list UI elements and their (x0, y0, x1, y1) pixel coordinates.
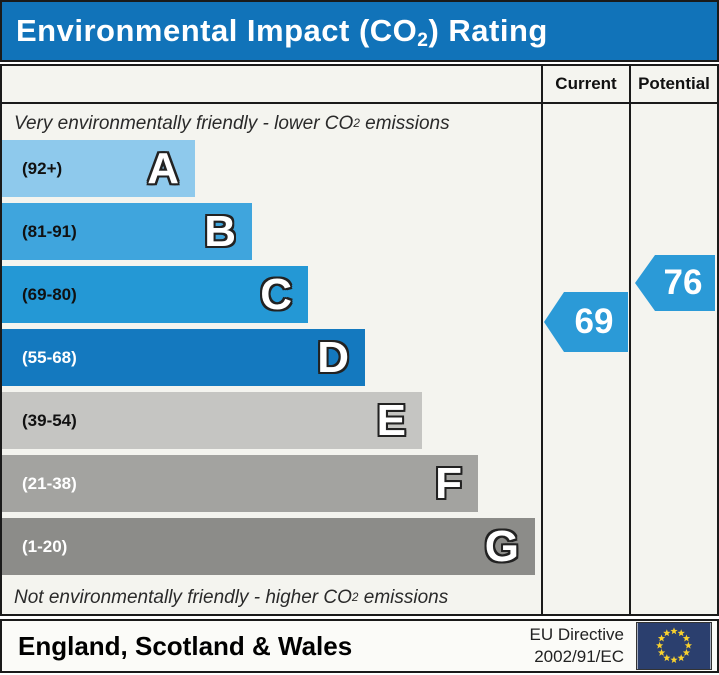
band-letter: E (376, 396, 406, 445)
band-letter: F (435, 459, 462, 508)
band-row-b: (81-91) B (2, 203, 541, 260)
band-row-g: (1-20) G (2, 518, 541, 575)
column-divider (629, 66, 631, 614)
chart-body: Very environmentally friendly - lower CO… (2, 104, 541, 614)
band-letter: C (260, 270, 292, 319)
band-bar-f: (21-38) F (2, 455, 478, 512)
current-rating-marker: 69 (544, 292, 628, 352)
footer: England, Scotland & Wales EU Directive 2… (0, 619, 719, 673)
current-column-body: 69 (543, 104, 629, 614)
eu-flag-icon (636, 622, 712, 670)
bottom-scale-note: Not environmentally friendly - higher CO… (14, 586, 449, 608)
bands-container: (92+) A (81-91) B (69-80) C (55-68) D (39-54) E (2… (2, 140, 541, 581)
band-letter: D (317, 333, 349, 382)
rating-table: Very environmentally friendly - lower CO… (0, 64, 719, 616)
band-bar-d: (55-68) D (2, 329, 365, 386)
eu-directive-label: EU Directive 2002/91/EC (529, 624, 624, 666)
title-text: Environmental Impact (CO2) Rating (16, 13, 548, 51)
band-bar-c: (69-80) C (2, 266, 308, 323)
band-row-f: (21-38) F (2, 455, 541, 512)
band-scale-column: Very environmentally friendly - lower CO… (2, 66, 541, 614)
band-row-c: (69-80) C (2, 266, 541, 323)
band-bar-g: (1-20) G (2, 518, 535, 575)
potential-column-header: Potential (631, 66, 717, 104)
page-title: Environmental Impact (CO2) Rating (0, 0, 719, 62)
band-row-e: (39-54) E (2, 392, 541, 449)
band-row-a: (92+) A (2, 140, 541, 197)
potential-column-body: 76 (631, 104, 717, 614)
region-label: England, Scotland & Wales (18, 630, 353, 661)
column-divider (541, 66, 543, 614)
band-range-label: (55-68) (22, 347, 77, 367)
band-range-label: (92+) (22, 158, 63, 178)
potential-rating-marker: 76 (635, 255, 715, 311)
band-letter: G (484, 522, 519, 571)
band-letter: B (204, 207, 236, 256)
band-row-d: (55-68) D (2, 329, 541, 386)
band-range-label: (69-80) (22, 284, 77, 304)
potential-column: Potential 76 (631, 66, 717, 614)
band-bar-e: (39-54) E (2, 392, 422, 449)
current-column: Current 69 (543, 66, 629, 614)
band-range-label: (81-91) (22, 221, 77, 241)
band-range-label: (1-20) (22, 536, 68, 556)
chart-header-spacer (2, 66, 541, 104)
band-letter: A (147, 144, 179, 193)
band-bar-b: (81-91) B (2, 203, 252, 260)
top-scale-note: Very environmentally friendly - lower CO… (14, 112, 450, 134)
band-bar-a: (92+) A (2, 140, 195, 197)
band-range-label: (39-54) (22, 410, 77, 430)
current-column-header: Current (543, 66, 629, 104)
band-range-label: (21-38) (22, 473, 77, 493)
